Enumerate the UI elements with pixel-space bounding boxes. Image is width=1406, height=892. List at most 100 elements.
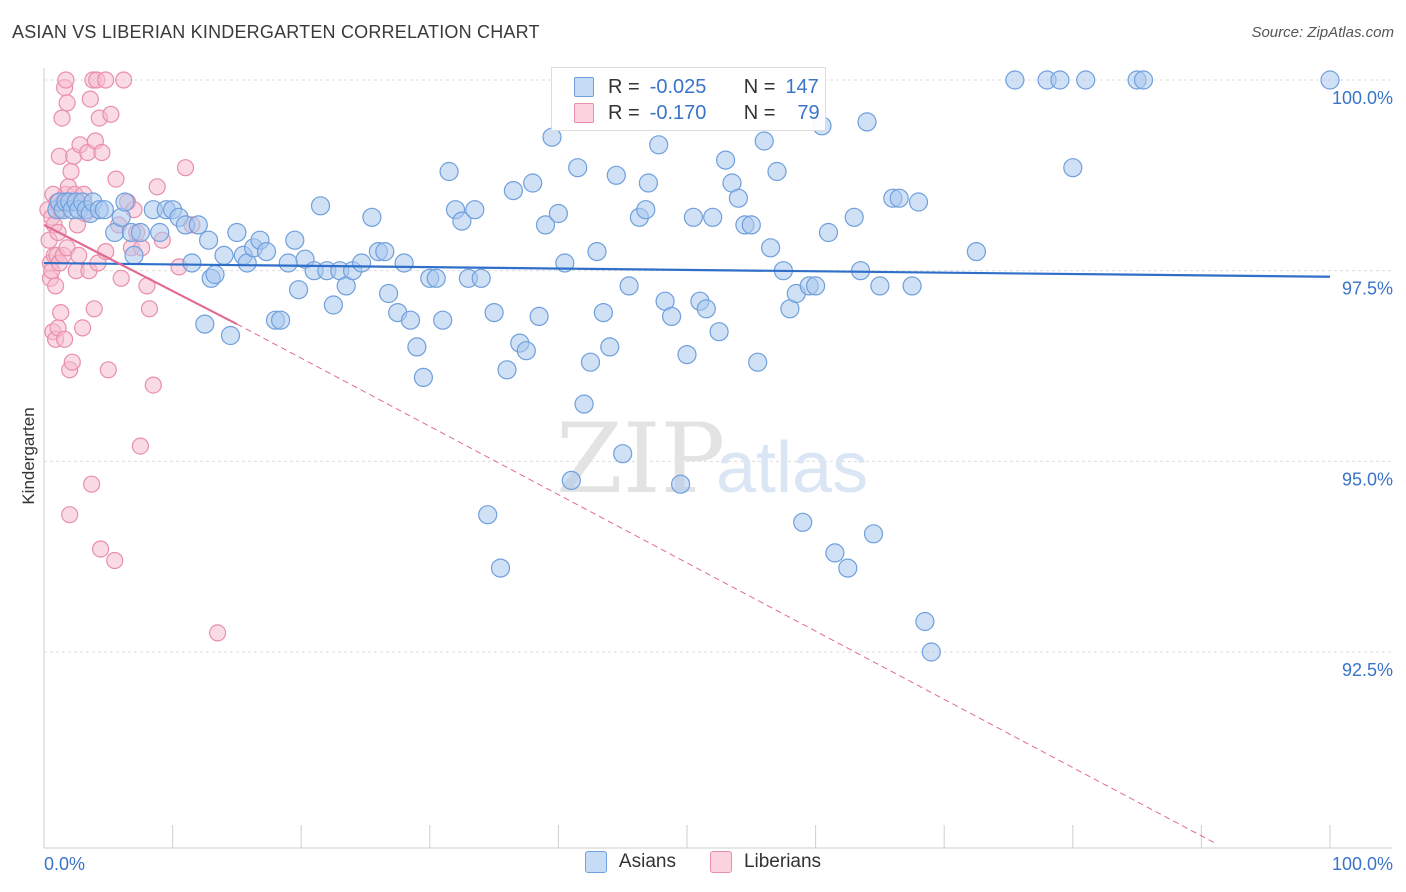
- asians-label: Asians: [618, 851, 676, 872]
- asian-point-89: [587, 242, 607, 262]
- asian-point-103: [683, 207, 704, 227]
- r-label: R =: [608, 101, 640, 124]
- asian-point-65: [433, 310, 453, 330]
- liberian-point-71: [140, 300, 159, 318]
- asian-point-94: [619, 276, 639, 296]
- asian-point-98: [649, 135, 669, 155]
- asian-point-66: [439, 161, 459, 182]
- y-tick-label-0: 100.0%: [1332, 88, 1393, 108]
- legend-row-liberian: R = -0.170 N = 79: [574, 100, 820, 126]
- asian-point-142: [1063, 158, 1083, 178]
- liberian-point-32: [62, 162, 80, 181]
- asian-point-143: [1076, 70, 1096, 90]
- asian-point-106: [703, 207, 723, 227]
- asian-point-78: [516, 341, 536, 361]
- asian-point-76: [503, 181, 524, 201]
- asian-point-59: [394, 253, 414, 273]
- asian-point-116: [767, 161, 787, 182]
- asian-point-64: [426, 268, 446, 288]
- chart-title: ASIAN VS LIBERIAN KINDERGARTEN CORRELATI…: [12, 22, 540, 42]
- liberian-point-48: [85, 300, 103, 318]
- n-label: N =: [743, 101, 776, 124]
- liberian-point-54: [93, 143, 111, 162]
- asian-point-29: [199, 230, 219, 250]
- asian-point-83: [548, 203, 569, 224]
- asian-point-57: [379, 283, 399, 304]
- liberian-point-53: [91, 540, 110, 558]
- asian-point-107: [709, 322, 729, 342]
- asian-point-81: [535, 215, 556, 235]
- asian-point-87: [574, 394, 594, 414]
- asian-point-49: [323, 295, 343, 315]
- liberian-point-68: [131, 437, 149, 455]
- liberian-point-78: [209, 624, 227, 642]
- asian-point-43: [285, 230, 305, 250]
- liberian-n-value: 79: [797, 101, 820, 124]
- liberian-point-19: [52, 304, 70, 322]
- asian-point-56: [375, 242, 395, 262]
- asian-point-133: [889, 188, 909, 208]
- asian-point-71: [471, 268, 491, 288]
- liberian-point-73: [148, 178, 166, 196]
- asian-point-101: [670, 474, 691, 494]
- asians-swatch: [584, 851, 607, 873]
- liberian-point-59: [106, 551, 124, 570]
- asian-point-80: [529, 306, 549, 326]
- asian-points: [47, 70, 1340, 662]
- asian-swatch: [574, 77, 594, 97]
- asian-point-21: [150, 222, 170, 243]
- asian-point-130: [863, 524, 884, 544]
- asian-point-39: [256, 242, 277, 262]
- source-label: Source: ZipAtlas.com: [1251, 24, 1394, 41]
- liberian-point-63: [115, 71, 133, 89]
- liberian-point-25: [57, 71, 75, 89]
- x-tick-label-0: 0.0%: [44, 854, 85, 874]
- legend-row-asian: R = -0.025 N = 147: [574, 74, 819, 100]
- asian-point-33: [220, 325, 241, 346]
- liberian-point-27: [58, 94, 76, 112]
- trend-lines: [43, 223, 1331, 844]
- asian-point-102: [677, 345, 697, 365]
- liberians-swatch: [709, 851, 732, 873]
- legend-item-asians[interactable]: Asians: [584, 851, 676, 873]
- liberian-point-38: [70, 246, 88, 264]
- liberian-trend-line: [43, 223, 238, 326]
- asian-point-129: [857, 112, 877, 132]
- asian-point-122: [805, 276, 826, 296]
- asian-point-60: [400, 310, 421, 330]
- asian-point-53: [352, 253, 372, 273]
- asian-point-124: [818, 222, 839, 243]
- liberian-point-31: [61, 506, 79, 524]
- asian-point-135: [908, 192, 929, 212]
- asian-point-61: [407, 337, 427, 357]
- asian-point-31: [205, 264, 225, 285]
- n-label: N =: [743, 75, 776, 98]
- asian-point-105: [696, 299, 716, 319]
- series-legend: Asians Liberians: [0, 851, 1406, 873]
- liberian-point-33: [63, 353, 81, 371]
- asian-point-32: [214, 245, 234, 265]
- asian-point-93: [613, 444, 633, 464]
- asian-point-90: [593, 303, 614, 323]
- asian-point-91: [600, 337, 620, 357]
- asian-point-28: [195, 314, 215, 334]
- liberian-trend-extension: [236, 323, 1215, 844]
- asian-point-41: [271, 310, 291, 330]
- watermark-zip: ZIP: [556, 403, 725, 515]
- asian-point-97: [638, 173, 659, 193]
- asian-point-110: [728, 188, 749, 208]
- liberian-point-58: [102, 105, 120, 123]
- liberian-points: [39, 71, 227, 642]
- asian-point-108: [715, 150, 736, 170]
- y-tick-label-3: 92.5%: [1342, 660, 1393, 680]
- asian-point-96: [636, 200, 656, 220]
- asian-point-127: [844, 207, 864, 227]
- asian-point-115: [760, 238, 781, 258]
- asian-point-75: [497, 360, 517, 380]
- asian-point-126: [838, 558, 858, 578]
- asian-point-70: [465, 200, 485, 220]
- legend-item-liberians[interactable]: Liberians: [709, 851, 821, 873]
- asian-point-137: [921, 642, 941, 662]
- asian-point-18: [124, 245, 144, 265]
